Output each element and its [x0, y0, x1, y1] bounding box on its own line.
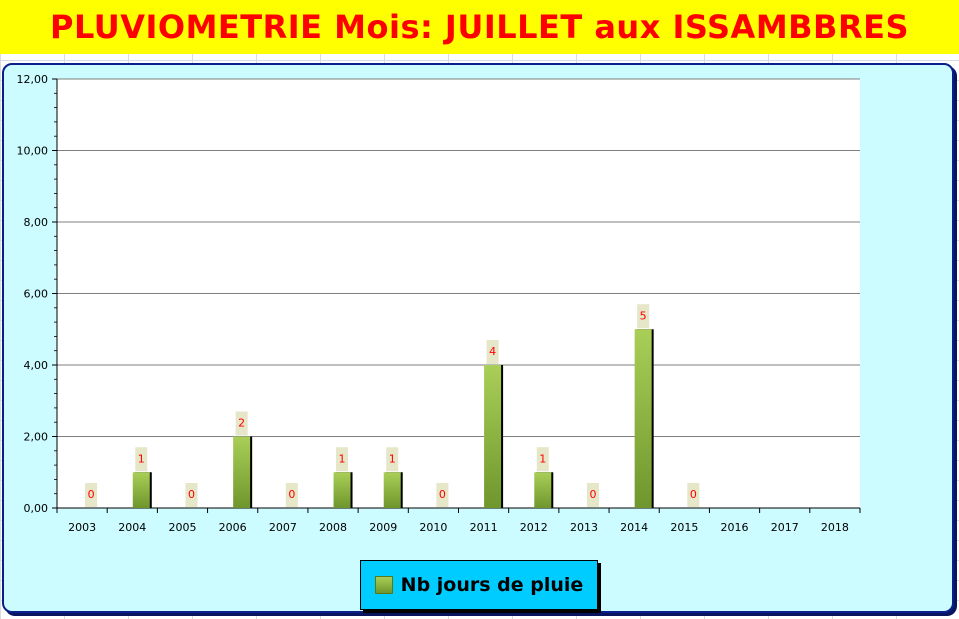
y-tick-label: 0,00 — [24, 502, 49, 515]
data-label: 4 — [489, 345, 496, 358]
data-label: 5 — [640, 309, 647, 322]
data-label-box — [185, 483, 198, 507]
y-tick-label: 2,00 — [24, 431, 49, 444]
data-label: 1 — [539, 452, 546, 465]
bar — [233, 436, 251, 508]
x-tick-label: 2017 — [771, 521, 799, 534]
data-label-box — [436, 483, 449, 507]
data-label-box — [687, 483, 700, 507]
data-label-box — [486, 340, 499, 364]
title-banner: PLUVIOMETRIE Mois: JUILLET aux ISSAMBBRE… — [0, 0, 959, 54]
x-tick-label: 2004 — [118, 521, 146, 534]
data-label-box — [135, 447, 148, 472]
x-tick-label: 2016 — [721, 521, 749, 534]
bar — [484, 365, 502, 508]
data-label: 2 — [238, 417, 245, 430]
y-tick-label: 4,00 — [24, 359, 49, 372]
y-tick-label: 10,00 — [17, 145, 49, 158]
x-tick-label: 2007 — [269, 521, 297, 534]
data-label: 0 — [88, 488, 95, 501]
x-tick-label: 2015 — [670, 521, 698, 534]
data-label: 0 — [690, 488, 697, 501]
y-tick-label: 12,00 — [17, 73, 49, 86]
data-label-box — [637, 304, 650, 329]
y-tick-label: 8,00 — [24, 216, 49, 229]
data-label-box — [235, 411, 248, 436]
x-tick-label: 2010 — [419, 521, 447, 534]
data-label: 1 — [389, 452, 396, 465]
y-tick-label: 6,00 — [24, 288, 49, 301]
data-label: 1 — [138, 452, 145, 465]
data-label: 1 — [339, 452, 346, 465]
x-tick-label: 2009 — [369, 521, 397, 534]
chart-title: PLUVIOMETRIE Mois: JUILLET aux ISSAMBBRE… — [50, 8, 909, 46]
legend-swatch — [374, 576, 393, 594]
x-tick-label: 2018 — [821, 521, 849, 534]
x-tick-label: 2005 — [168, 521, 196, 534]
data-label-box — [586, 483, 599, 507]
data-label-box — [285, 483, 298, 507]
data-label: 0 — [439, 488, 446, 501]
x-tick-label: 2013 — [570, 521, 598, 534]
data-label: 0 — [288, 488, 295, 501]
legend[interactable]: Nb jours de pluie — [360, 560, 598, 610]
legend-label: Nb jours de pluie — [400, 574, 584, 596]
data-label-box — [536, 447, 549, 472]
bar — [634, 329, 652, 508]
x-tick-label: 2006 — [219, 521, 247, 534]
x-tick-label: 2012 — [520, 521, 548, 534]
x-tick-label: 2011 — [470, 521, 498, 534]
x-tick-label: 2008 — [319, 521, 347, 534]
bar — [534, 472, 552, 508]
bar — [333, 472, 351, 508]
data-label-box — [336, 447, 349, 472]
x-tick-label: 2003 — [68, 521, 96, 534]
data-label: 0 — [589, 488, 596, 501]
data-label: 0 — [188, 488, 195, 501]
data-label-box — [85, 483, 98, 507]
data-label-box — [386, 447, 399, 472]
bar — [132, 472, 150, 508]
bar — [383, 472, 401, 508]
x-tick-label: 2014 — [620, 521, 648, 534]
